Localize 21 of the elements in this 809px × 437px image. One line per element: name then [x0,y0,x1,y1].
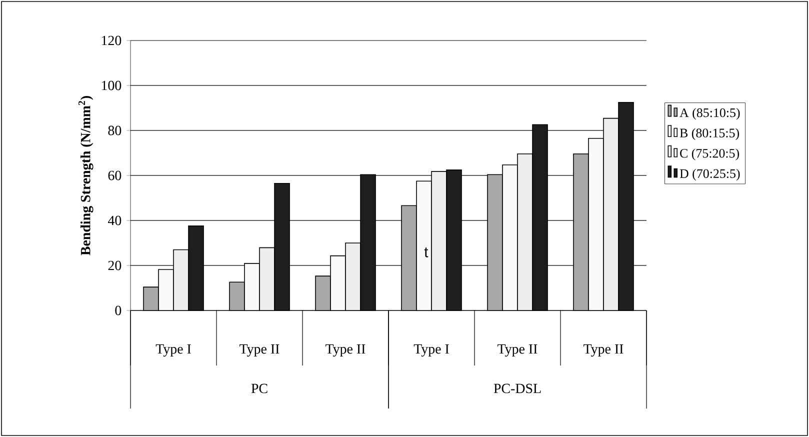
y-tick-label: 100 [102,80,122,90]
text: PC [251,384,268,394]
x-tick-label: Type I [414,344,449,357]
y-tick-label: 0 [115,306,122,316]
legend-label: A (85:10:5) [680,108,740,120]
x-tick-label: Type II [498,344,538,357]
legend-label: D (70:25:5) [680,168,740,181]
y-axis-title: Bending Strength (N/mm$^{2}$) [78,96,94,256]
legend-label: C (75:20:5) [680,148,740,160]
text: PC-DSL [494,384,541,394]
x-tick-label: Type II [326,344,366,357]
annotation: t [424,248,428,258]
y-tick-label: 60 [108,170,122,180]
legend-label: B (80:15:5) [680,128,740,140]
x-tick-label: Type I [156,344,191,357]
y-tick-label: 120 [102,36,122,46]
x-tick-label: Type II [240,344,280,357]
y-tick-label: 40 [108,216,122,226]
x-tick-label: Type II [584,344,624,357]
y-tick-label: 20 [108,260,122,270]
y-tick-label: 80 [108,126,122,136]
